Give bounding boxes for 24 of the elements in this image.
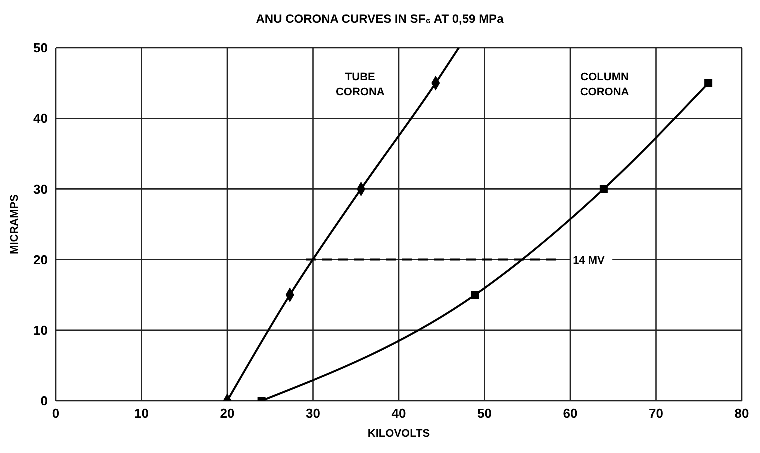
x-tick-label: 50 [478, 406, 492, 422]
annotation: TUBE CORONA [336, 71, 385, 98]
point [704, 79, 713, 88]
x-tick-label: 10 [134, 406, 149, 422]
chart-title: ANU CORONA CURVES IN SF₆ AT 0,59 MPa [255, 11, 505, 28]
y-axis-title: MICRAMPS [8, 194, 21, 254]
y-tick-label: 40 [34, 111, 48, 126]
x-tick-label: 0 [52, 406, 60, 422]
x-tick-label: 20 [220, 406, 235, 422]
x-tick-label: 70 [649, 406, 664, 422]
x-tick-label: 80 [734, 406, 750, 422]
annotation: COLUMN CORONA [580, 71, 630, 98]
y-tick-label: 20 [34, 252, 48, 268]
y-tick-label: 50 [34, 40, 48, 56]
point [471, 291, 480, 300]
y-tick-label: 10 [34, 323, 48, 338]
y-tick-label: 0 [40, 394, 48, 409]
x-tick-label: 60 [563, 406, 578, 422]
point [600, 185, 608, 194]
x-tick-label: 40 [392, 406, 406, 422]
x-axis-title: KILOVOLTS [368, 428, 430, 440]
x-tick-label: 30 [306, 406, 320, 422]
y-tick-label: 30 [34, 182, 48, 197]
annotation: 14 MV [573, 254, 606, 267]
